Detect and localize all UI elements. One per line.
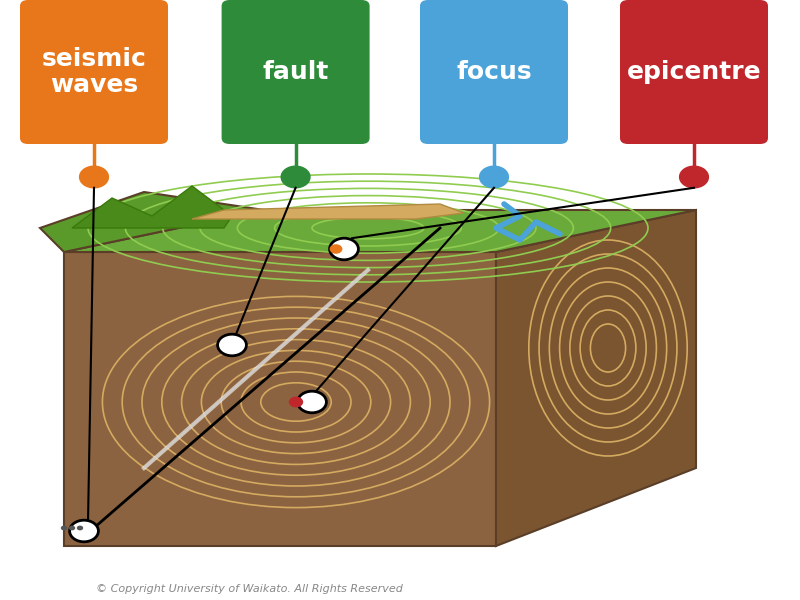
Text: epicentre: epicentre <box>626 60 762 84</box>
Polygon shape <box>64 252 496 546</box>
Text: © Copyright University of Waikato. All Rights Reserved: © Copyright University of Waikato. All R… <box>96 584 403 594</box>
Polygon shape <box>40 192 264 252</box>
Circle shape <box>330 238 358 260</box>
FancyBboxPatch shape <box>222 0 370 144</box>
FancyBboxPatch shape <box>20 0 168 144</box>
Circle shape <box>680 166 709 188</box>
Text: seismic
waves: seismic waves <box>42 47 146 97</box>
Polygon shape <box>72 186 232 228</box>
Circle shape <box>79 166 109 188</box>
Circle shape <box>218 334 246 356</box>
Circle shape <box>298 391 326 413</box>
Circle shape <box>289 397 303 407</box>
Polygon shape <box>64 210 696 252</box>
Text: focus: focus <box>456 60 532 84</box>
FancyBboxPatch shape <box>420 0 568 144</box>
Circle shape <box>77 526 83 530</box>
Text: fault: fault <box>262 60 329 84</box>
Polygon shape <box>192 204 464 219</box>
Circle shape <box>330 244 342 254</box>
Circle shape <box>70 520 98 542</box>
Polygon shape <box>496 210 696 546</box>
Circle shape <box>282 166 310 188</box>
FancyBboxPatch shape <box>620 0 768 144</box>
Circle shape <box>69 526 75 530</box>
Circle shape <box>61 526 67 530</box>
Circle shape <box>480 166 509 188</box>
